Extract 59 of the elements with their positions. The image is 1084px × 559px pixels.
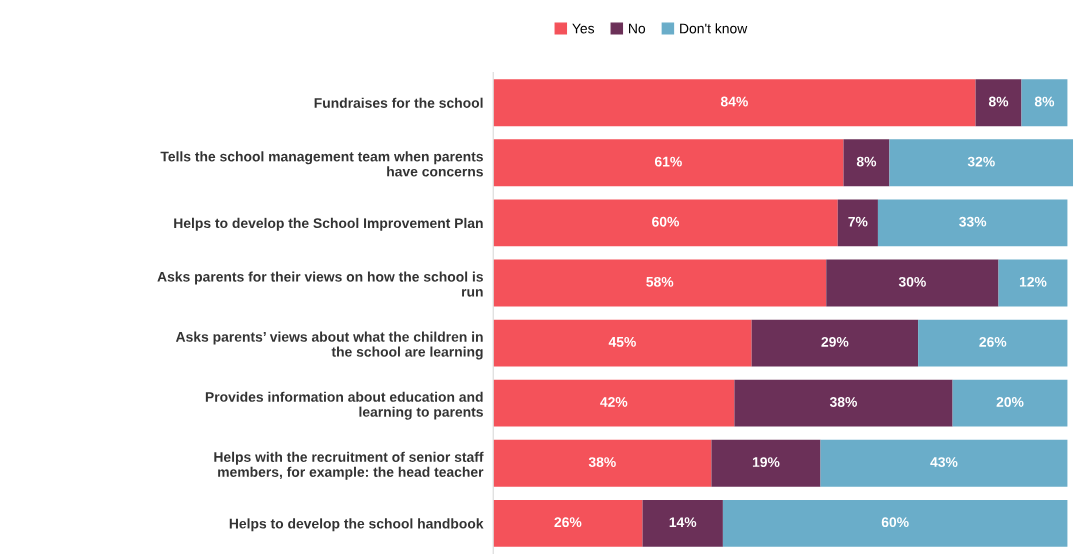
y-tick-label: Asks parents’ views about what the children in the school are learning: [175, 331, 483, 360]
y-tick-label: Provides information about education and learning to parents: [205, 391, 483, 420]
legend-label: No: [629, 23, 646, 34]
data-label: 29%: [821, 336, 849, 347]
data-label: 30%: [898, 276, 926, 287]
bar: [493, 79, 976, 127]
bar: [493, 199, 838, 247]
bar: [837, 199, 878, 247]
data-label: 8%: [856, 156, 877, 167]
bar: [975, 79, 1022, 127]
data-label: 14%: [669, 517, 697, 528]
bar: [952, 379, 1068, 427]
bar: [493, 439, 712, 487]
data-label: 26%: [554, 517, 582, 528]
data-label: 8%: [1034, 96, 1055, 107]
bar: [722, 499, 1068, 547]
data-label: 45%: [608, 337, 636, 347]
bar: [1021, 79, 1068, 127]
data-label: 20%: [996, 397, 1024, 407]
data-label: 58%: [646, 276, 674, 287]
bar: [998, 259, 1068, 307]
bar: [711, 439, 821, 487]
data-label: 61%: [654, 156, 682, 167]
y-tick-label: Fundraises for the school: [314, 97, 483, 108]
data-label: 7%: [848, 216, 868, 227]
bar: [734, 379, 953, 427]
data-label: 32%: [967, 156, 995, 167]
data-label: 60%: [881, 517, 909, 528]
bar: [820, 439, 1068, 487]
bar: [493, 499, 643, 547]
data-label: 43%: [930, 457, 958, 468]
bar: [826, 259, 999, 307]
bar: [751, 319, 919, 367]
bar: [889, 139, 1074, 187]
bar: [642, 499, 723, 547]
bar: [843, 139, 890, 187]
y-tick-label: Asks parents for their views on how the school is run: [157, 271, 483, 297]
data-label: 42%: [600, 397, 628, 407]
data-label: 33%: [959, 216, 987, 227]
y-tick-label: Helps to develop the school handbook: [229, 518, 484, 532]
data-label: 12%: [1019, 276, 1047, 287]
data-label: 19%: [752, 457, 780, 467]
data-label: 38%: [588, 457, 616, 468]
data-label: 60%: [652, 216, 680, 227]
bar: [493, 319, 752, 367]
data-label: 8%: [988, 96, 1009, 107]
bar: [918, 319, 1068, 367]
y-tick-label: Tells the school management team when parents have concerns: [160, 151, 483, 177]
bar: [877, 199, 1068, 247]
bar: [493, 139, 844, 187]
bar: [493, 379, 735, 427]
legend-label: Yes: [572, 23, 595, 34]
y-tick-label: Helps to develop the School Improvement Plan: [174, 217, 483, 231]
data-label: 26%: [979, 336, 1007, 347]
bar: [493, 259, 827, 307]
legend-label: Don't know: [680, 23, 748, 34]
data-label: 84%: [720, 96, 748, 107]
data-label: 38%: [829, 397, 858, 407]
y-tick-label: Helps with the recruitment of senior staff members, for example: the head teacher: [214, 451, 484, 480]
